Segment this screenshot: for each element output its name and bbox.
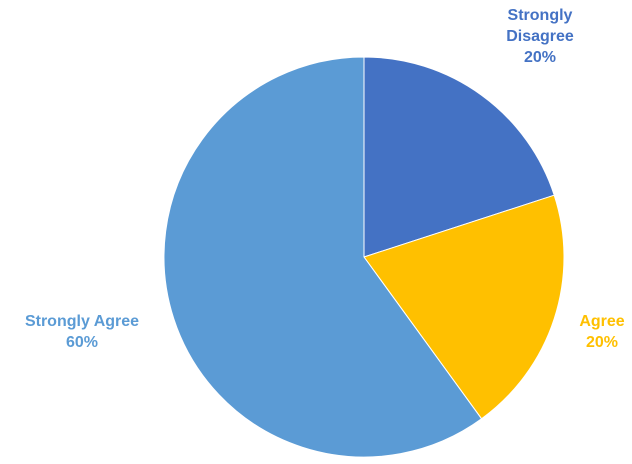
pie-label-strongly-disagree: Strongly Disagree 20%	[506, 7, 574, 66]
pie-slice-strongly-agree	[163, 56, 483, 458]
pie-slices	[163, 56, 565, 458]
pie-slice-strongly-disagree	[363, 56, 555, 258]
pie-slice-agree	[363, 194, 565, 420]
pie-label-percent: 20%	[586, 334, 618, 351]
pie-label-category: Strongly Agree	[25, 313, 139, 330]
pie-label-percent: 60%	[66, 334, 98, 351]
pie-label-category: Strongly	[508, 7, 573, 24]
pie-label-strongly-agree: Strongly Agree 60%	[25, 313, 139, 351]
pie-label-category: Agree	[579, 313, 624, 330]
pie-label-agree: Agree 20%	[579, 313, 624, 351]
pie-label-category: Disagree	[506, 28, 574, 45]
pie-label-percent: 20%	[524, 49, 556, 66]
pie-labels: Strongly Disagree 20% Agree 20% Strongly Agre…	[25, 7, 625, 351]
